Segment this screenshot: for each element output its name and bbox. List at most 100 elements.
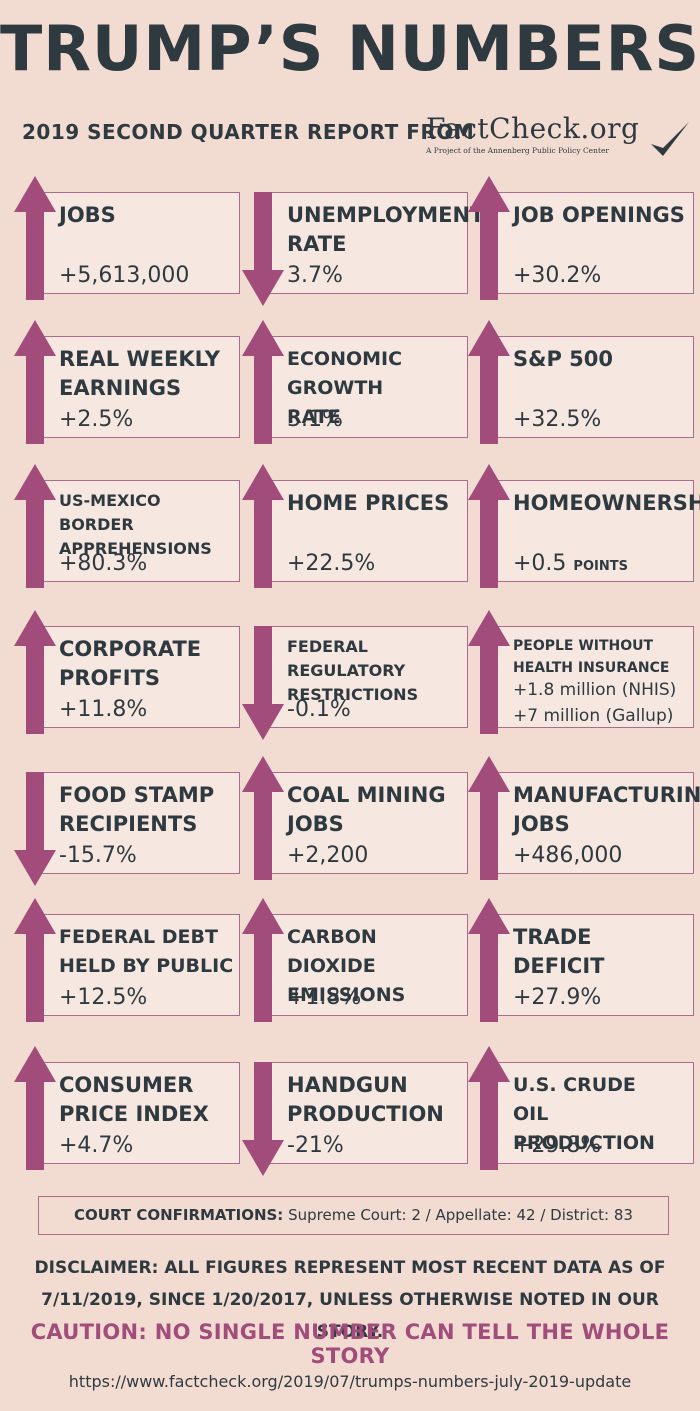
metric-box: U.S. CRUDE OIL PRODUCTION +29.8%	[494, 1062, 694, 1164]
metric-tile: HANDGUN PRODUCTION -21%	[240, 1046, 472, 1176]
arrow-down-icon	[240, 176, 286, 306]
metric-box: US-MEXICO BORDER APPREHENSIONS +80.3%	[40, 480, 240, 582]
source-url[interactable]: https://www.factcheck.org/2019/07/trumps…	[68, 1372, 632, 1391]
metric-value-text: +1.8%	[287, 985, 362, 1010]
metric-tile: CORPORATE PROFITS +11.8%	[12, 610, 244, 740]
arrow-up-icon	[466, 610, 512, 740]
metric-value-text: +4.7%	[59, 1133, 134, 1158]
metric-value-text: +486,000	[513, 843, 623, 868]
arrow-down-icon	[240, 610, 286, 740]
metric-tile: U.S. CRUDE OIL PRODUCTION +29.8%	[466, 1046, 698, 1176]
metric-box: MANUFACTURING JOBS +486,000	[494, 772, 700, 874]
disclaimer-line-2: 7/11/2019, SINCE 1/20/2017, UNLESS OTHER…	[41, 1290, 659, 1342]
metric-box: TRADE DEFICIT +27.9%	[494, 914, 694, 1016]
metric-box: FEDERAL REGULATORY RESTRICTIONS -0.1%	[268, 626, 468, 728]
metric-value: +2.5%	[59, 407, 133, 433]
caution-note: CAUTION: NO SINGLE NUMBER CAN TELL THE W…	[30, 1320, 670, 1368]
arrow-up-icon	[240, 464, 286, 594]
metric-box: REAL WEEKLY EARNINGS +2.5%	[40, 336, 240, 438]
metric-value-text: -15.7%	[59, 843, 137, 868]
metric-value-text: +11.8%	[59, 697, 148, 722]
metric-tile: JOB OPENINGS +30.2%	[466, 176, 698, 306]
metric-value-text: -0.1%	[287, 697, 351, 722]
metric-value: 3.7%	[287, 263, 343, 289]
metric-box: HANDGUN PRODUCTION -21%	[268, 1062, 468, 1164]
metric-value-text: +2.5%	[59, 407, 134, 432]
metric-value: +32.5%	[513, 407, 601, 433]
metric-tile: ECONOMIC GROWTH RATE 3.1%	[240, 320, 472, 450]
metric-label: PEOPLE WITHOUT HEALTH INSURANCE	[513, 638, 670, 676]
metric-tile: COAL MINING JOBS +2,200	[240, 756, 472, 886]
metric-tile: TRADE DEFICIT +27.9%	[466, 898, 698, 1028]
metric-label: US-MEXICO BORDER APPREHENSIONS	[59, 491, 212, 558]
metric-value-suffix: POINTS	[573, 559, 628, 574]
metric-value: +1.8 million (NHIS) +7 million (Gallup)	[513, 677, 676, 729]
metric-box: CORPORATE PROFITS +11.8%	[40, 626, 240, 728]
metric-box: UNEMPLOYMENT RATE 3.7%	[268, 192, 484, 294]
checkmark-icon	[651, 122, 689, 156]
metric-label: JOBS	[59, 203, 116, 227]
factcheck-logo[interactable]: FactCheck.org A Project of the Annenberg…	[426, 112, 691, 166]
metric-value: +0.5 POINTS	[513, 551, 628, 580]
arrow-up-icon	[466, 1046, 512, 1176]
court-confirmations: COURT CONFIRMATIONS: Supreme Court: 2 / …	[38, 1196, 669, 1235]
metric-tile: HOMEOWNERSHIP +0.5 POINTS	[466, 464, 700, 594]
metric-value-text: +2,200	[287, 843, 369, 868]
metric-box: CONSUMER PRICE INDEX +4.7%	[40, 1062, 240, 1164]
arrow-up-icon	[240, 320, 286, 450]
metric-box: HOMEOWNERSHIP +0.5 POINTS	[494, 480, 700, 582]
metric-label: CARBON DIOXIDE EMISSIONS	[287, 926, 406, 1006]
court-label: COURT CONFIRMATIONS:	[74, 1206, 284, 1224]
disclaimer: DISCLAIMER: ALL FIGURES REPRESENT MOST R…	[10, 1252, 690, 1348]
metric-tile: CONSUMER PRICE INDEX +4.7%	[12, 1046, 244, 1176]
metric-value-text: +0.5	[513, 551, 567, 576]
metric-box: PEOPLE WITHOUT HEALTH INSURANCE +1.8 mill…	[494, 626, 694, 728]
arrow-up-icon	[240, 898, 286, 1028]
logo-wordmark: FactCheck.org	[426, 112, 640, 145]
metric-value: -15.7%	[59, 843, 137, 869]
metric-value-text: +32.5%	[513, 407, 602, 432]
metric-value-text: 3.1%	[287, 407, 343, 432]
metric-value-text: +1.8 million (NHIS)	[513, 680, 677, 700]
metric-label: JOB OPENINGS	[513, 203, 685, 227]
metric-box: FEDERAL DEBT HELD BY PUBLIC +12.5%	[40, 914, 240, 1016]
metric-box: S&P 500 +32.5%	[494, 336, 694, 438]
metric-tile: MANUFACTURING JOBS +486,000	[466, 756, 700, 886]
metric-value-text: 3.7%	[287, 263, 343, 288]
metric-box: FOOD STAMP RECIPIENTS -15.7%	[40, 772, 240, 874]
metric-label: CONSUMER PRICE INDEX	[59, 1073, 209, 1126]
metric-label: HOME PRICES	[287, 491, 450, 515]
metric-value: 3.1%	[287, 407, 343, 433]
metric-value-secondary: +7 million (Gallup)	[513, 706, 674, 726]
metric-label: MANUFACTURING JOBS	[513, 783, 700, 836]
metric-label: FOOD STAMP RECIPIENTS	[59, 783, 215, 836]
metric-label: U.S. CRUDE OIL PRODUCTION	[513, 1074, 655, 1154]
metric-label: TRADE DEFICIT	[513, 925, 605, 978]
metric-label: HOMEOWNERSHIP	[513, 491, 700, 515]
page-title: TRUMP’S NUMBERS	[0, 12, 700, 85]
report-subtitle: 2019 SECOND QUARTER REPORT FROM	[22, 120, 475, 144]
metric-tile: US-MEXICO BORDER APPREHENSIONS +80.3%	[12, 464, 244, 594]
metric-value: +11.8%	[59, 697, 147, 723]
metric-tile: FOOD STAMP RECIPIENTS -15.7%	[12, 756, 244, 886]
metric-box: HOME PRICES +22.5%	[268, 480, 468, 582]
metric-value: +4.7%	[59, 1133, 133, 1159]
metric-tile: PEOPLE WITHOUT HEALTH INSURANCE +1.8 mill…	[466, 610, 698, 740]
metric-tile: S&P 500 +32.5%	[466, 320, 698, 450]
metric-label: COAL MINING JOBS	[287, 783, 446, 836]
disclaimer-line-1: DISCLAIMER: ALL FIGURES REPRESENT MOST R…	[34, 1258, 666, 1278]
metric-value: +5,613,000	[59, 263, 189, 289]
metric-value: +22.5%	[287, 551, 375, 577]
metric-value: +12.5%	[59, 985, 147, 1011]
arrow-up-icon	[466, 898, 512, 1028]
arrow-up-icon	[12, 464, 58, 594]
metric-tile: FEDERAL REGULATORY RESTRICTIONS -0.1%	[240, 610, 472, 740]
metric-box: JOBS +5,613,000	[40, 192, 240, 294]
metric-value-text: -21%	[287, 1133, 344, 1158]
metric-value-text: +5,613,000	[59, 263, 190, 288]
metric-value-text: +12.5%	[59, 985, 148, 1010]
metric-value-text: +30.2%	[513, 263, 602, 288]
metric-tile: HOME PRICES +22.5%	[240, 464, 472, 594]
metric-tile: FEDERAL DEBT HELD BY PUBLIC +12.5%	[12, 898, 244, 1028]
metric-value: +80.3%	[59, 551, 147, 577]
